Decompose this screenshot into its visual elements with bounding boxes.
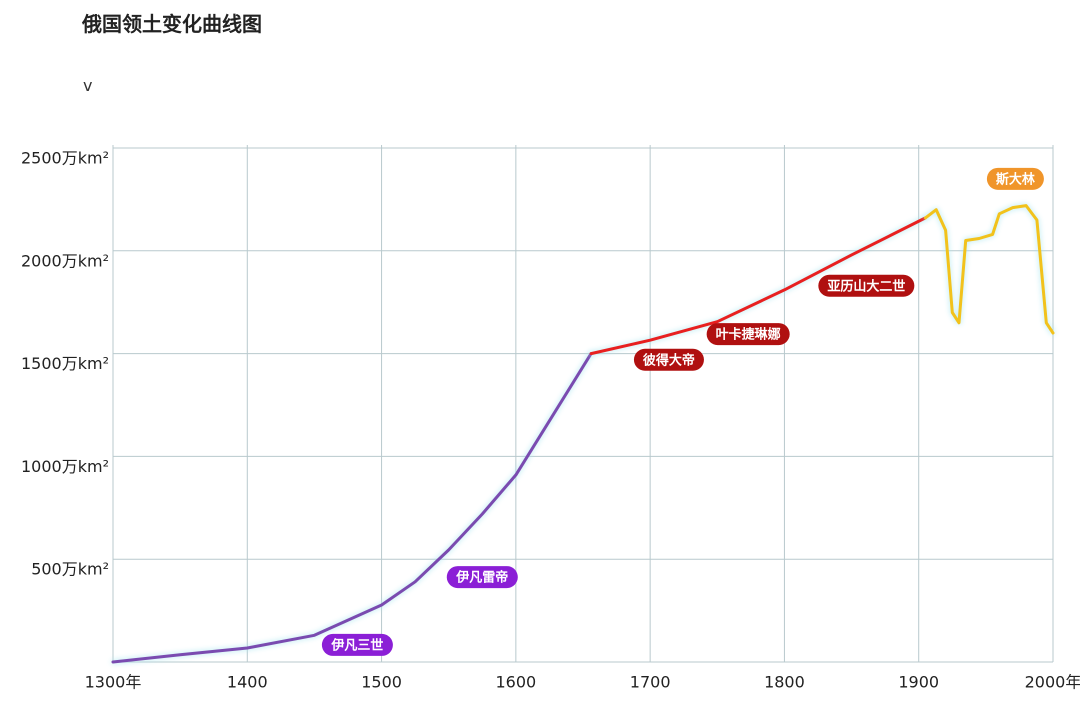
y-tick-label: 1500万km² bbox=[21, 354, 109, 373]
y-tick-label: 500万km² bbox=[31, 560, 109, 579]
ruler-label: 叶卡捷琳娜 bbox=[706, 323, 790, 346]
collapse-toggle[interactable]: v bbox=[83, 76, 93, 95]
y-tick-label: 1000万km² bbox=[21, 457, 109, 476]
ruler-label: 亚历山大二世 bbox=[818, 274, 915, 297]
x-tick-label: 1500 bbox=[361, 673, 402, 692]
ruler-label-bg bbox=[818, 274, 915, 297]
territory-line bbox=[589, 216, 927, 356]
ruler-label-bg bbox=[986, 167, 1044, 190]
page-title: 俄国领土变化曲线图 bbox=[82, 12, 262, 36]
ruler-label-text: 彼得大帝 bbox=[643, 352, 695, 368]
territory-line bbox=[923, 204, 1055, 335]
x-tick-label: 1400 bbox=[227, 673, 268, 692]
y-tick-label: 2500万km² bbox=[21, 149, 109, 168]
ruler-label-bg bbox=[446, 566, 518, 589]
ruler-label: 彼得大帝 bbox=[633, 348, 704, 371]
x-tick-label: 1700 bbox=[630, 673, 671, 692]
ruler-label-text: 伊凡雷帝 bbox=[455, 570, 508, 586]
x-tick-label: 1900 bbox=[898, 673, 939, 692]
x-tick-label: 1300年 bbox=[85, 673, 142, 692]
y-tick-label: 2000万km² bbox=[21, 251, 109, 270]
x-tick-label: 1600 bbox=[495, 673, 536, 692]
x-tick-label: 1800 bbox=[764, 673, 805, 692]
ruler-label-bg bbox=[321, 633, 393, 656]
ruler-label-bg bbox=[706, 323, 790, 346]
ruler-label: 伊凡三世 bbox=[321, 633, 393, 656]
ruler-label-text: 亚历山大二世 bbox=[827, 278, 905, 294]
ruler-label-text: 斯大林 bbox=[996, 171, 1035, 187]
ruler-label-bg bbox=[633, 348, 704, 371]
ruler-label-text: 伊凡三世 bbox=[330, 637, 383, 653]
ruler-label-text: 叶卡捷琳娜 bbox=[716, 327, 781, 343]
x-tick-label: 2000年 bbox=[1025, 673, 1080, 692]
territory-line bbox=[111, 352, 593, 664]
ruler-label: 伊凡雷帝 bbox=[446, 566, 518, 589]
ruler-label: 斯大林 bbox=[986, 167, 1044, 190]
